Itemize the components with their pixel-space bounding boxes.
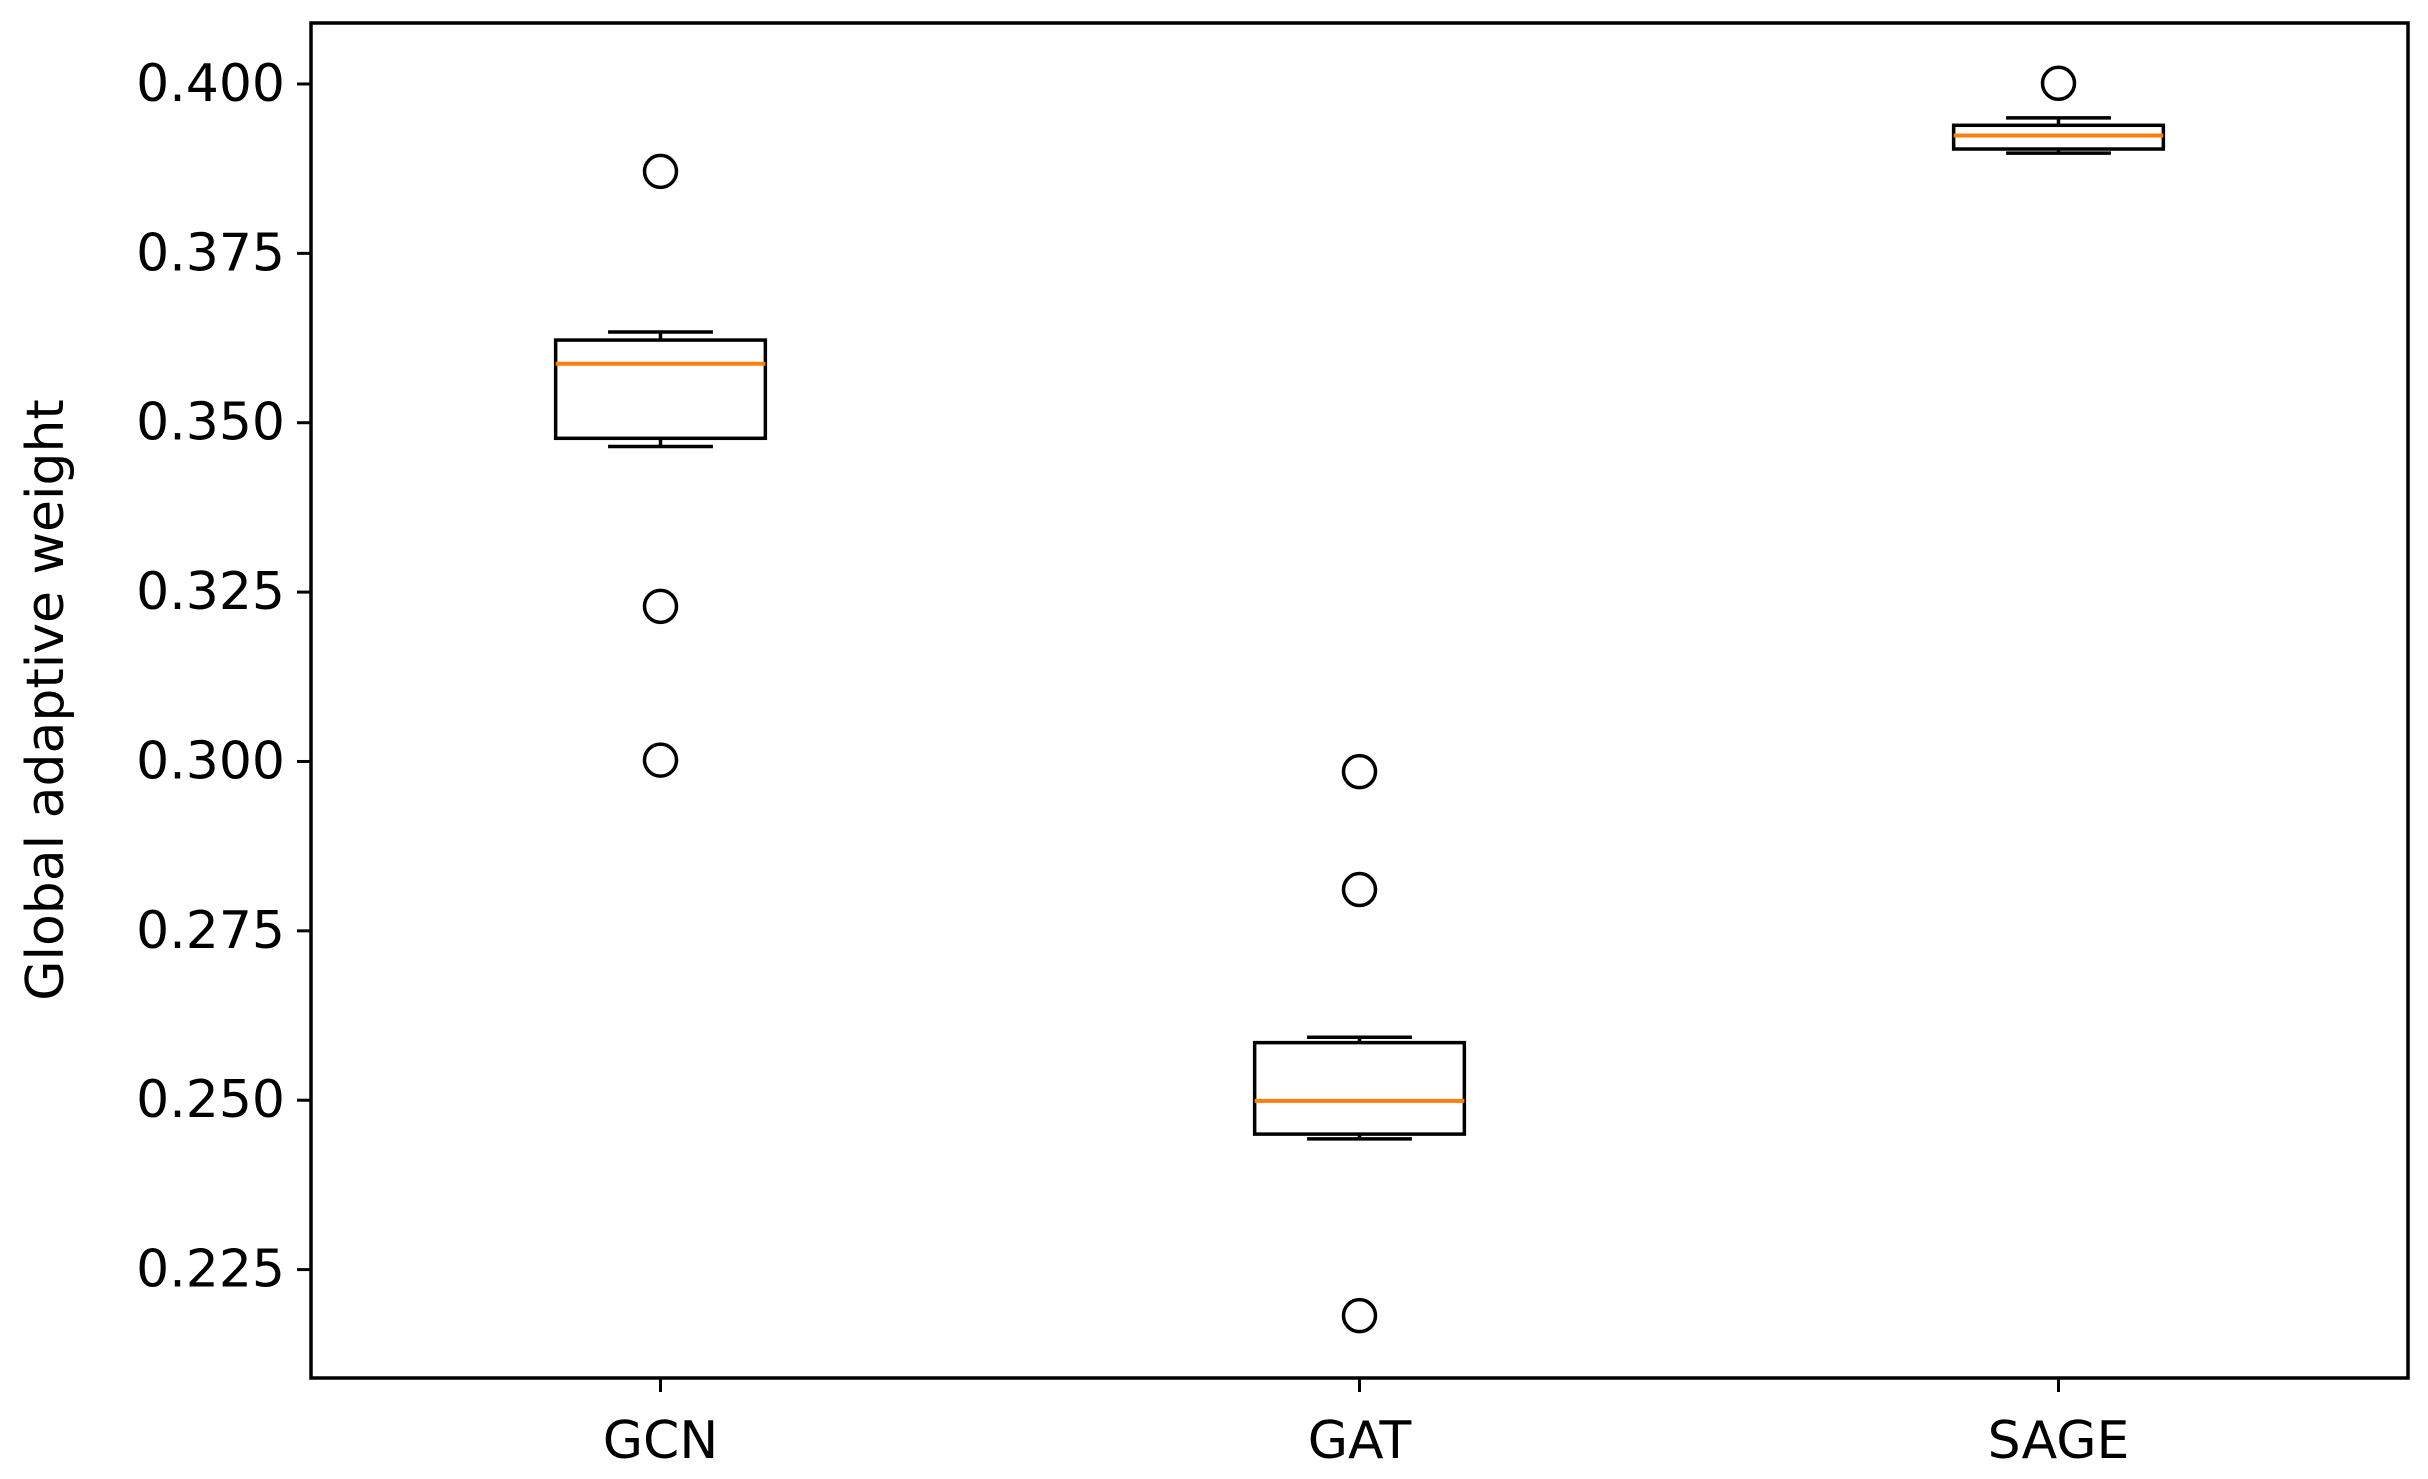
y-tick-label: 0.225 <box>136 1240 285 1300</box>
box-gat <box>1252 753 1467 1334</box>
outlier-point <box>642 742 679 778</box>
y-tick-label: 0.375 <box>136 223 285 283</box>
plot-frame <box>309 21 2410 1380</box>
outlier-point <box>642 588 679 625</box>
y-axis-label: Global adaptive weight <box>16 399 76 1001</box>
plot-marks <box>553 65 2166 1334</box>
outlier-point <box>1341 753 1378 790</box>
iqr-box <box>553 338 768 441</box>
x-tick-label: GAT <box>1308 1411 1412 1471</box>
outlier-point <box>2040 65 2077 102</box>
outlier-point <box>1341 871 1378 908</box>
y-tick-label: 0.325 <box>136 562 285 622</box>
y-tick-label: 0.350 <box>136 393 285 453</box>
iqr-box <box>1252 1040 1467 1136</box>
x-tick-label: GCN <box>603 1411 719 1471</box>
x-tick-label: SAGE <box>1988 1411 2130 1471</box>
box-gcn <box>553 153 768 778</box>
outlier-point <box>1341 1297 1378 1334</box>
y-axis: 0.225 0.250 0.275 0.300 0.325 0.350 0.375 0.400 <box>136 54 311 1300</box>
outlier-point <box>642 153 679 190</box>
y-tick-label: 0.250 <box>136 1070 285 1130</box>
y-tick-label: 0.400 <box>136 54 285 114</box>
box-sage <box>1951 65 2166 155</box>
x-axis: GCN GAT SAGE <box>603 1378 2130 1471</box>
y-tick-label: 0.275 <box>136 901 285 961</box>
y-tick-label: 0.300 <box>136 731 285 791</box>
